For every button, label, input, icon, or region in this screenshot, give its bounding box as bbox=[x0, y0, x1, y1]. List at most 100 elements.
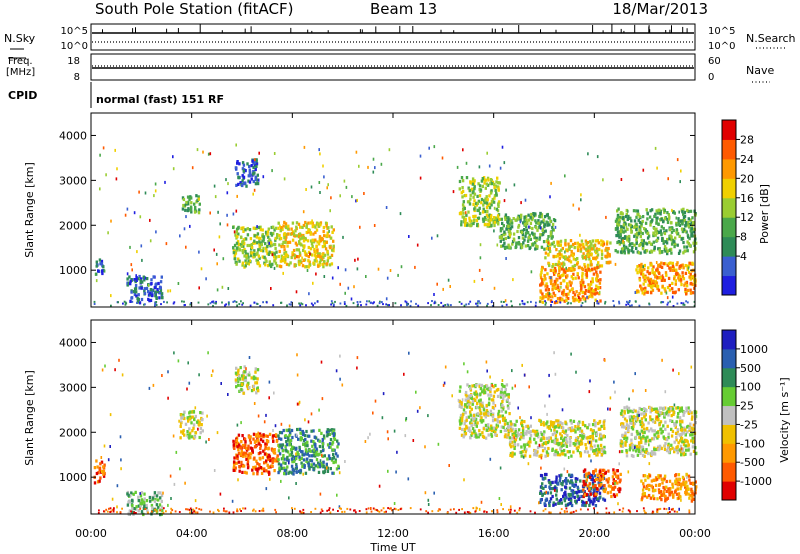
nsky-label: N.Sky bbox=[4, 32, 36, 45]
power-echo-region-4 bbox=[232, 225, 279, 269]
velocity-colorbar-swatch bbox=[722, 386, 736, 407]
velocity-echo-region-8 bbox=[539, 472, 607, 508]
velocity-colorbar-swatch bbox=[722, 424, 736, 444]
velocity-colorbar-swatch bbox=[722, 330, 736, 350]
freq-unit-label: [MHz] bbox=[6, 67, 35, 78]
velocity-echo-region-10 bbox=[619, 405, 698, 458]
power-echo-region-8 bbox=[544, 238, 612, 269]
power-ylabel: Slant Range [km] bbox=[23, 162, 36, 258]
velocity-colorbar: 1000 500 100 25 -25 -100 -500 -1000 Velocity [m… bbox=[721, 329, 791, 501]
nave-label: Nave bbox=[746, 64, 774, 77]
time-tick-label: 16:00 bbox=[478, 527, 510, 540]
cpid-label: CPID bbox=[8, 89, 37, 102]
power-ytick-label: 1000 bbox=[59, 264, 87, 277]
velocity-ytick-label: 3000 bbox=[59, 381, 87, 394]
velocity-heatmap: 1000 2000 3000 4000 Slant Range [km] bbox=[23, 319, 698, 517]
velocity-colorbar-tick-label: -25 bbox=[740, 418, 758, 431]
power-heatmap: 1000 2000 3000 4000 Slant Range [km] bbox=[23, 112, 698, 308]
velocity-colorbar-swatch bbox=[722, 367, 736, 388]
velocity-colorbar-swatch bbox=[722, 348, 736, 369]
nsky-tick-bottom: 10^0 bbox=[61, 41, 88, 52]
beam-title: Beam 13 bbox=[370, 0, 437, 18]
velocity-colorbar-swatch bbox=[722, 462, 736, 482]
nsky-panel-frame bbox=[90, 23, 696, 51]
power-colorbar-swatch bbox=[722, 217, 736, 238]
time-tick-label: 08:00 bbox=[276, 527, 308, 540]
power-colorbar-swatch bbox=[722, 139, 736, 160]
velocity-echo-region-3 bbox=[234, 365, 260, 395]
velocity-colorbar-tick-label: -500 bbox=[740, 456, 765, 469]
velocity-echo-region-5 bbox=[277, 427, 340, 476]
velocity-colorbar-swatch bbox=[722, 481, 736, 501]
power-colorbar-tick-label: 8 bbox=[740, 231, 747, 244]
time-tick-label: 20:00 bbox=[578, 527, 610, 540]
velocity-echo-region-11 bbox=[640, 472, 698, 503]
power-colorbar-tick-label: 24 bbox=[740, 153, 754, 166]
power-colorbar-tick-label: 12 bbox=[740, 211, 754, 224]
power-colorbar-tick-label: 4 bbox=[740, 250, 747, 263]
time-tick-label: 04:00 bbox=[176, 527, 208, 540]
freq-tick-bottom: 8 bbox=[74, 72, 80, 83]
power-echo-region-9 bbox=[539, 265, 602, 305]
freq-label: Freq. bbox=[8, 56, 33, 67]
power-echo-region-5 bbox=[277, 220, 335, 269]
time-tick-label: 00:00 bbox=[679, 527, 711, 540]
velocity-colorbar-swatch bbox=[722, 443, 736, 463]
cpid-text: normal (fast) 151 RF bbox=[96, 93, 224, 106]
power-colorbar-swatch bbox=[722, 236, 736, 257]
power-echo-region-1 bbox=[126, 274, 164, 305]
power-colorbar-tick-label: 28 bbox=[740, 133, 754, 146]
time-tick-label: 12:00 bbox=[377, 527, 409, 540]
velocity-echo-region-6 bbox=[458, 382, 512, 440]
power-echo-region-11 bbox=[635, 261, 697, 296]
velocity-ytick-label: 1000 bbox=[59, 471, 87, 484]
velocity-echo-region-9 bbox=[582, 468, 622, 499]
velocity-colorbar-tick-label: 100 bbox=[740, 381, 761, 394]
power-colorbar-swatch bbox=[722, 178, 736, 199]
nsky-tick-top: 10^5 bbox=[61, 26, 88, 37]
power-colorbar: 28 24 20 16 12 8 4 Power [dB] bbox=[721, 119, 771, 296]
velocity-echo-region-0 bbox=[93, 459, 106, 485]
date-title: 18/Mar/2013 bbox=[612, 0, 708, 18]
nsearch-label: N.Search bbox=[746, 32, 796, 45]
velocity-colorbar-tick-label: -100 bbox=[740, 437, 765, 450]
power-colorbar-tick-label: 16 bbox=[740, 192, 754, 205]
power-colorbar-swatch bbox=[722, 275, 736, 296]
freq-panel-frame bbox=[90, 53, 696, 81]
time-tick-label: 00:00 bbox=[75, 527, 107, 540]
power-colorbar-swatch bbox=[722, 120, 736, 140]
nsky-spikes bbox=[102, 24, 688, 33]
velocity-echo-region-2 bbox=[179, 409, 204, 440]
velocity-colorbar-frame bbox=[721, 329, 737, 501]
power-ytick-label: 4000 bbox=[59, 129, 87, 142]
power-colorbar-frame bbox=[721, 119, 737, 296]
velocity-colorbar-tick-label: 25 bbox=[740, 400, 754, 413]
velocity-colorbar-tick-label: -1000 bbox=[740, 475, 772, 488]
velocity-echo-region-7 bbox=[508, 418, 607, 458]
nave-tick-bottom: 0 bbox=[708, 72, 714, 83]
power-ytick-label: 3000 bbox=[59, 174, 87, 187]
velocity-colorbar-tick-label: 1000 bbox=[740, 343, 768, 356]
power-colorbar-swatch bbox=[722, 197, 736, 218]
velocity-ylabel: Slant Range [km] bbox=[23, 370, 36, 466]
velocity-colorbar-swatch bbox=[722, 405, 736, 425]
station-title: South Pole Station (fitACF) bbox=[95, 0, 293, 18]
velocity-colorbar-tick-label: 500 bbox=[740, 362, 761, 375]
time-axis-label: Time UT bbox=[369, 541, 415, 554]
power-echo-region-0 bbox=[95, 258, 105, 276]
nsearch-tick-top: 10^5 bbox=[708, 26, 735, 37]
power-colorbar-tick-label: 20 bbox=[740, 172, 754, 185]
power-colorbar-label: Power [dB] bbox=[758, 184, 771, 244]
power-colorbar-swatch bbox=[722, 158, 736, 179]
velocity-ytick-label: 2000 bbox=[59, 426, 87, 439]
power-near-range-strip bbox=[93, 300, 696, 307]
velocity-colorbar-label: Velocity [m s⁻¹] bbox=[778, 377, 791, 462]
power-echo-region-7 bbox=[498, 211, 557, 251]
power-sparse-echoes bbox=[94, 143, 692, 303]
nsearch-tick-bottom: 10^0 bbox=[708, 41, 735, 52]
power-panel-frame bbox=[90, 112, 696, 308]
velocity-near-range-strip bbox=[97, 507, 691, 514]
nave-tick-top: 60 bbox=[708, 56, 721, 67]
power-echo-region-10 bbox=[614, 207, 698, 256]
